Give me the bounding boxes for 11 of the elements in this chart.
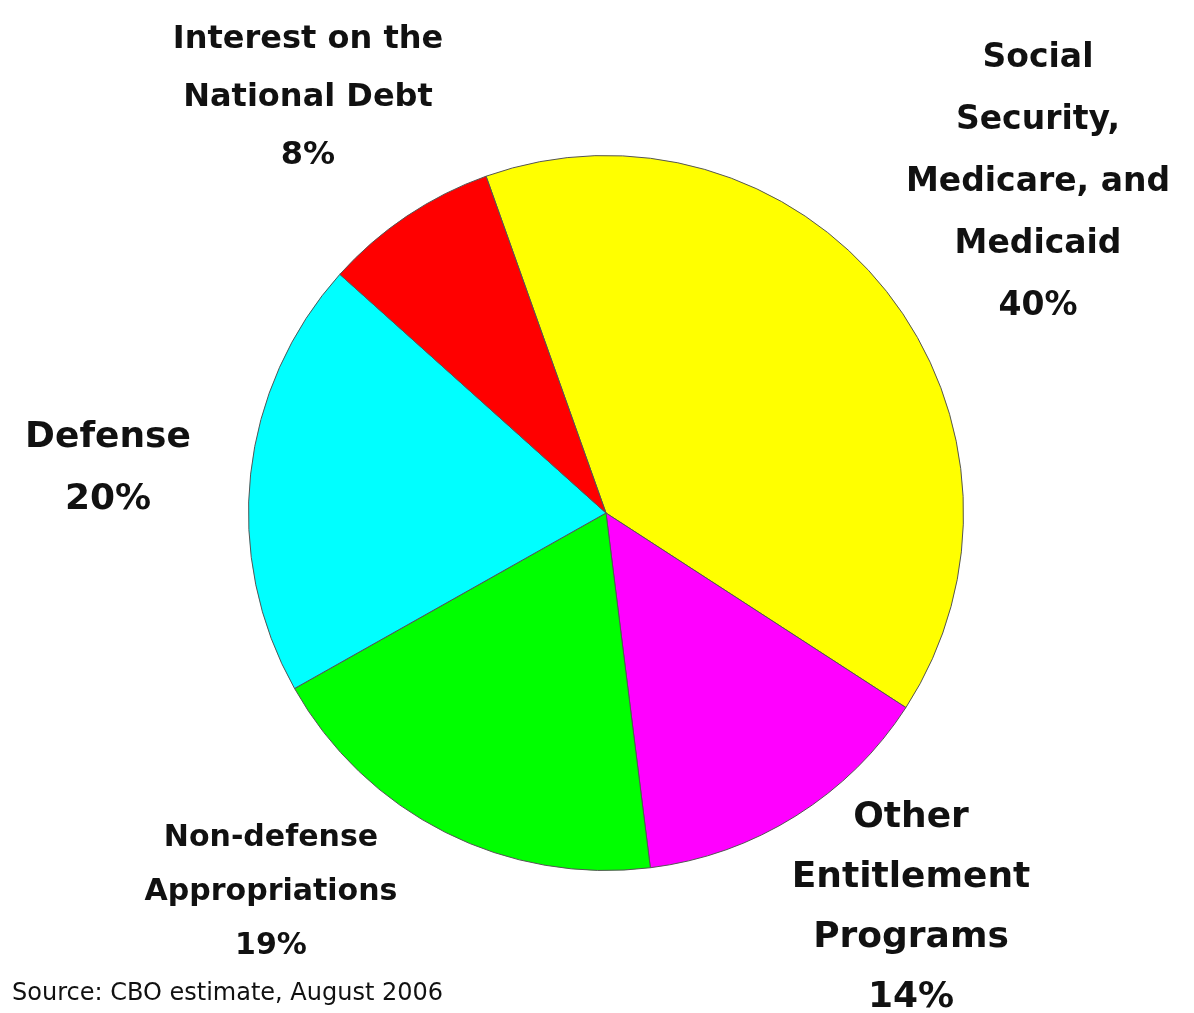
slice-label: Non-defense Appropriations [144,817,398,907]
slice-label: Social Security, Medicare, and Medicaid [905,35,1171,261]
slice-label: Other Entitlement Programs [791,794,1031,956]
slice-label: Defense [25,414,191,456]
data-label: 40% [998,283,1078,323]
slice-label: Interest on the National Debt [172,18,444,115]
data-label: 8% [280,134,336,173]
data-label: 20% [64,476,152,518]
data-label: 19% [235,925,307,961]
source-note: Source: CBO estimate, August 2006 [12,978,444,1007]
data-label: 14% [867,974,955,1013]
